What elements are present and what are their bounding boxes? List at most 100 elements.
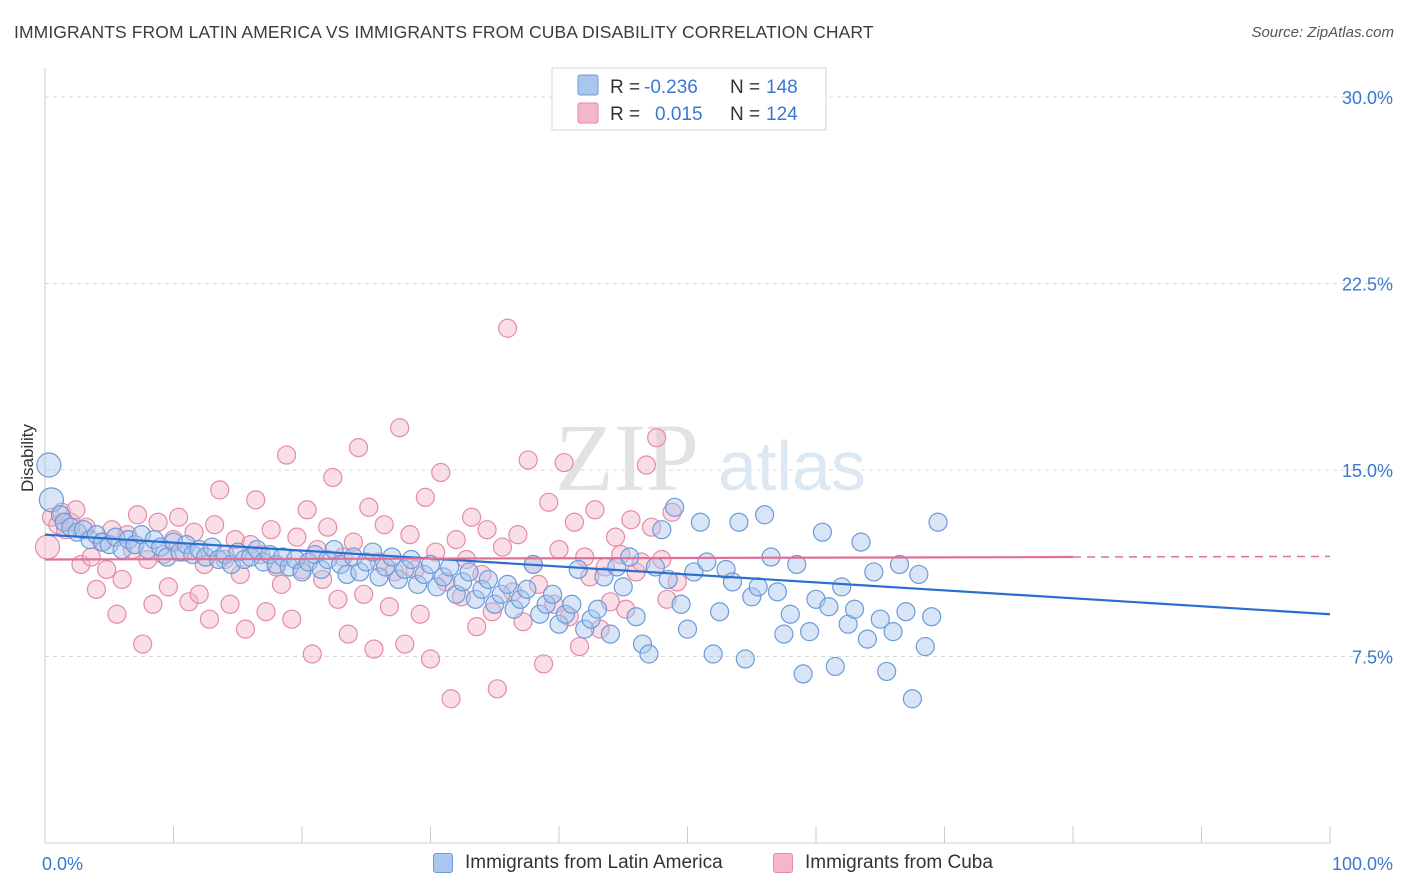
point-blue [453, 572, 473, 592]
grid-lines [45, 96, 1392, 657]
point-pink [410, 604, 430, 624]
point-pink [549, 539, 569, 560]
trend-line-cuba-extension [1072, 555, 1331, 558]
legend-r-value: -0.236 [644, 77, 698, 98]
point-pink [112, 569, 132, 590]
point-pink [400, 525, 420, 545]
legend-item-latin-america: Immigrants from Latin America [433, 852, 723, 874]
point-pink [662, 502, 682, 522]
point-blue [665, 497, 685, 517]
point-blue [54, 512, 74, 532]
point-blue [472, 579, 492, 599]
point-blue [356, 552, 376, 572]
point-pink [66, 500, 86, 520]
point-blue [73, 520, 94, 540]
point-pink [436, 572, 456, 592]
point-pink [528, 574, 549, 594]
point-blue [787, 554, 807, 575]
tick-labels: 7.5% 15.0% 22.5% 30.0% 0.0% 100.0% [42, 88, 1393, 874]
point-blue [459, 562, 479, 582]
point-pink [158, 577, 178, 597]
legend-r-label: R = [610, 104, 640, 125]
point-pink [518, 450, 538, 470]
point-pink [426, 542, 446, 562]
point-blue [889, 554, 910, 575]
point-blue [504, 599, 524, 619]
stats-legend: R = -0.236 N = 148 R = 0.015 N = 124 [551, 67, 827, 131]
point-blue [703, 644, 723, 664]
point-pink [508, 525, 528, 545]
point-blue [774, 624, 794, 644]
point-blue [922, 607, 942, 627]
point-blue [485, 594, 505, 614]
point-pink [148, 512, 168, 532]
legend-swatch-blue [577, 74, 599, 96]
point-pink [205, 515, 225, 535]
point-blue [408, 574, 428, 594]
point-pink [492, 537, 513, 557]
point-blue [144, 530, 164, 550]
point-pink [271, 574, 292, 594]
point-blue [517, 579, 537, 599]
point-pink [431, 462, 451, 483]
point-pink [533, 654, 554, 674]
point-blue [478, 569, 498, 590]
point-blue [729, 512, 749, 532]
point-pink [133, 634, 153, 654]
point-pink [498, 318, 518, 338]
point-blue [684, 562, 704, 582]
point-pink [621, 510, 641, 530]
point-pink [348, 438, 369, 458]
point-pink [318, 517, 338, 537]
y-axis-label: Disability [18, 423, 37, 492]
y-tick-label: 15.0% [1342, 461, 1393, 481]
point-blue [799, 622, 820, 642]
point-blue [902, 689, 922, 709]
point-pink [276, 445, 297, 465]
point-pink [34, 534, 61, 560]
point-blue [767, 582, 788, 602]
point-blue [498, 574, 518, 594]
point-blue [819, 597, 839, 617]
point-blue [491, 584, 511, 604]
point-pink [415, 487, 435, 507]
point-blue [465, 589, 486, 609]
point-blue [549, 614, 569, 634]
point-blue [363, 542, 383, 562]
point-blue [870, 609, 890, 629]
legend-n-label: N = [730, 104, 760, 125]
point-pink [379, 597, 399, 617]
point-pink [390, 418, 410, 438]
point-blue [864, 562, 884, 582]
point-pink [441, 689, 461, 709]
point-blue [825, 656, 845, 677]
point-blue [581, 609, 601, 629]
point-blue [735, 649, 755, 669]
point-pink [359, 497, 379, 517]
point-blue [915, 636, 935, 657]
point-blue [369, 567, 389, 587]
series-latin-america-points [36, 452, 948, 709]
y-tick-label: 30.0% [1342, 88, 1393, 108]
point-blue [909, 564, 929, 585]
point-blue [433, 567, 453, 587]
point-blue [395, 559, 415, 580]
point-pink [312, 569, 333, 590]
point-blue [658, 569, 678, 590]
y-tick-label: 22.5% [1342, 275, 1393, 295]
point-pink [189, 584, 209, 604]
point-pink [127, 505, 148, 525]
point-pink [282, 609, 302, 629]
point-blue [510, 589, 531, 609]
point-pink [374, 515, 394, 535]
point-blue [793, 664, 813, 684]
point-blue [697, 552, 717, 572]
point-blue [555, 604, 576, 624]
point-blue [575, 619, 595, 639]
point-pink [287, 527, 307, 547]
point-pink [169, 507, 189, 527]
point-blue [530, 604, 550, 624]
point-pink [569, 636, 590, 657]
point-blue [928, 512, 948, 532]
